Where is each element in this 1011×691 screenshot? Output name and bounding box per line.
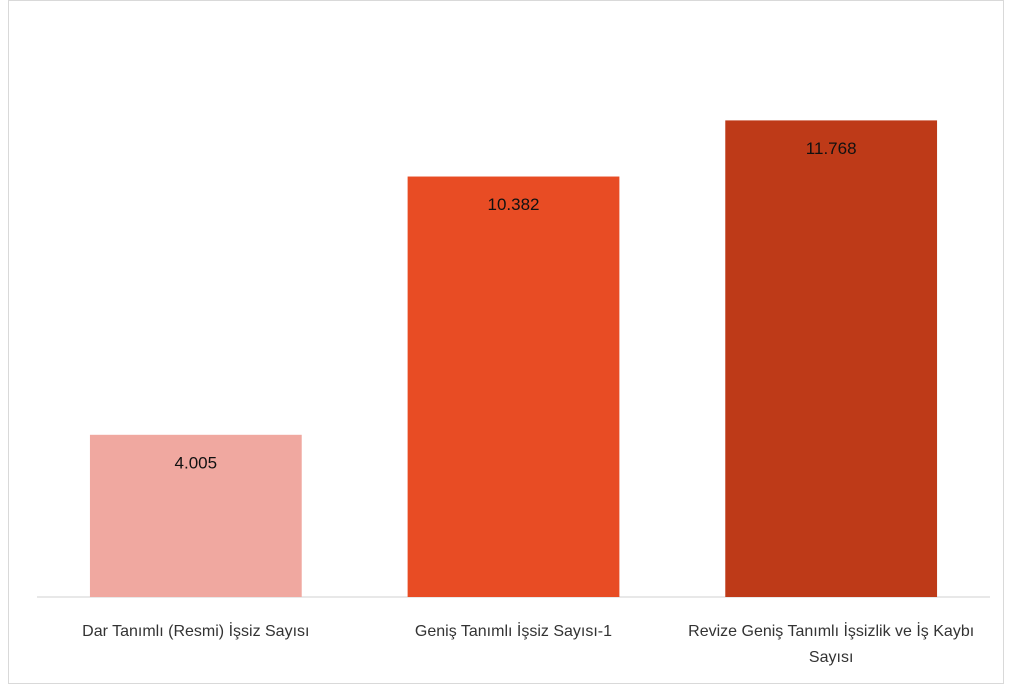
x-tick-label: Revize Geniş Tanımlı İşsizlik ve İş Kayb…	[688, 623, 975, 666]
data-label: 4.005	[175, 453, 218, 472]
x-tick-label: Geniş Tanımlı İşsiz Sayısı-1	[414, 623, 613, 640]
data-label: 10.382	[488, 195, 540, 214]
data-label: 11.768	[806, 139, 857, 158]
x-tick-label: Dar Tanımlı (Resmi) İşsiz Sayısı	[82, 623, 310, 640]
bar	[89, 434, 302, 597]
bar	[725, 120, 938, 598]
bar	[407, 176, 620, 598]
